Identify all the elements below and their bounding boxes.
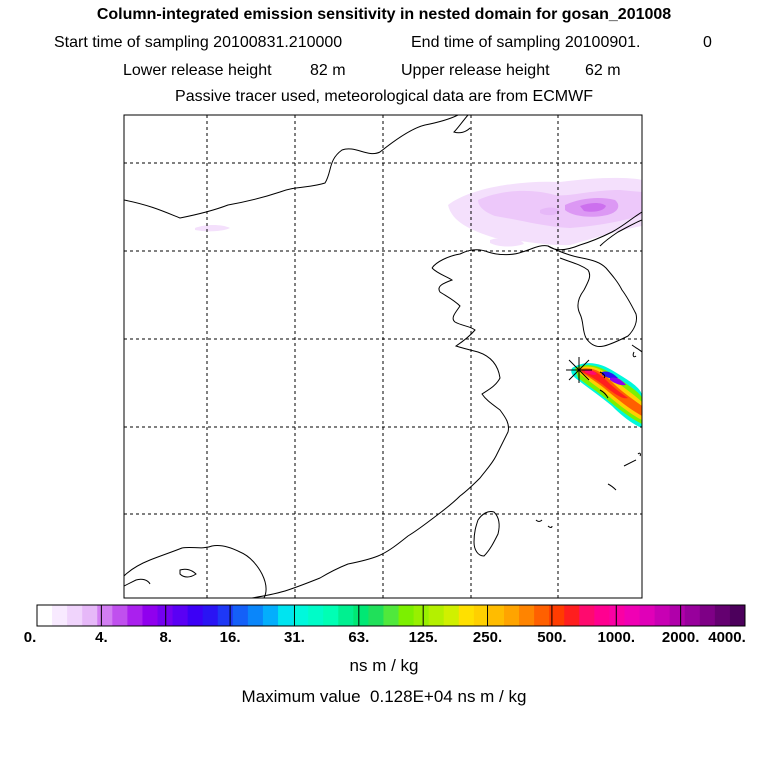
upper-release-label: Upper release height (401, 62, 550, 79)
colorbar-cell (519, 605, 535, 626)
colorbar-cell (127, 605, 143, 626)
colorbar-cell (654, 605, 671, 626)
coastlines (124, 115, 642, 598)
max-value-label: Maximum value (241, 687, 361, 706)
colorbar-cell (293, 605, 309, 626)
colorbar-cell (142, 605, 159, 626)
colorbar-cell (323, 605, 339, 626)
colorbar-cell (534, 605, 550, 626)
maximum-value-line: Maximum value 0.128E+04 ns m / kg (0, 687, 768, 707)
star-icon (566, 357, 592, 383)
colorbar-cell (368, 605, 384, 626)
colorbar-tick-label: 0. (23, 629, 37, 646)
lower-release-label: Lower release height (123, 62, 272, 79)
colorbar-tick-label: 4. (95, 629, 108, 646)
sensitivity-plume-north (195, 177, 642, 247)
lower-release-value: 82 m (310, 62, 346, 79)
colorbar-cell (579, 605, 595, 626)
colorbar-cell (549, 605, 565, 626)
tracer-info: Passive tracer used, meteorological data… (175, 88, 593, 105)
colorbar-cell (473, 605, 490, 626)
max-value-units: ns m / kg (457, 687, 527, 706)
colorbar-cell (353, 605, 369, 626)
colorbar (36, 604, 746, 627)
colorbar-units: ns m / kg (349, 656, 419, 675)
colorbar-cell (217, 605, 234, 626)
colorbar-cell (609, 605, 625, 626)
start-time-label: Start time of sampling 20100831.210000 (54, 34, 343, 51)
colorbar-cell (594, 605, 610, 626)
colorbar-cell (428, 605, 445, 626)
colorbar-cell (338, 605, 354, 626)
colorbar-tick-label: 250. (472, 629, 503, 646)
colorbar-tick-label: 1000. (597, 629, 636, 646)
colorbar-cell (172, 605, 189, 626)
colorbar-tick-label: 16. (219, 629, 241, 646)
colorbar-cell (308, 605, 324, 626)
colorbar-cell (383, 605, 400, 626)
colorbar-cell (624, 605, 641, 626)
colorbar-cell (82, 605, 98, 626)
colorbar-border (36, 604, 746, 627)
colorbar-cell (684, 605, 701, 626)
colorbar-tick-label: 2000. (661, 629, 700, 646)
colorbar-tick-label: 31. (284, 629, 305, 646)
colorbar-tick-label: 8. (159, 629, 172, 646)
colorbar-cell (202, 605, 219, 626)
colorbar-cell (112, 605, 128, 626)
plot-title: Column-integrated emission sensitivity i… (96, 6, 672, 23)
colorbar-cell (97, 605, 113, 626)
colorbar-cell (37, 605, 53, 626)
colorbar-cell (458, 605, 475, 626)
colorbar-tick-label: 125. (408, 629, 438, 646)
colorbar-cell (187, 605, 204, 626)
colorbar-cell (413, 605, 430, 626)
colorbar-cell (564, 605, 580, 626)
colorbar-cell (398, 605, 415, 626)
colorbar-cell (247, 605, 264, 626)
colorbar-cell (699, 605, 716, 626)
colorbar-cell (714, 605, 731, 626)
colorbar-cell (232, 605, 249, 626)
upper-release-value: 62 m (585, 62, 621, 79)
colorbar-cell (262, 605, 279, 626)
colorbar-cell (278, 605, 294, 626)
end-time-label: End time of sampling 20100901. (411, 34, 641, 51)
colorbar-cell (503, 605, 520, 626)
max-value: 0.128E+04 (370, 687, 453, 706)
map-frame (123, 114, 643, 599)
colorbar-cell (639, 605, 656, 626)
colorbar-cell (729, 605, 746, 626)
end-time-suffix: 0 (703, 34, 712, 51)
colorbar-cell (669, 605, 686, 626)
colorbar-cell (67, 605, 83, 626)
map-plot-area (124, 115, 642, 598)
colorbar-tick-label: 500. (537, 629, 567, 646)
colorbar-cell (52, 605, 68, 626)
lat-lon-grid (124, 115, 642, 598)
colorbar-cell (488, 605, 505, 626)
colorbar-tick-label: 4000. (708, 629, 746, 646)
colorbar-tick-label: 63. (348, 629, 370, 646)
colorbar-cell (443, 605, 460, 626)
